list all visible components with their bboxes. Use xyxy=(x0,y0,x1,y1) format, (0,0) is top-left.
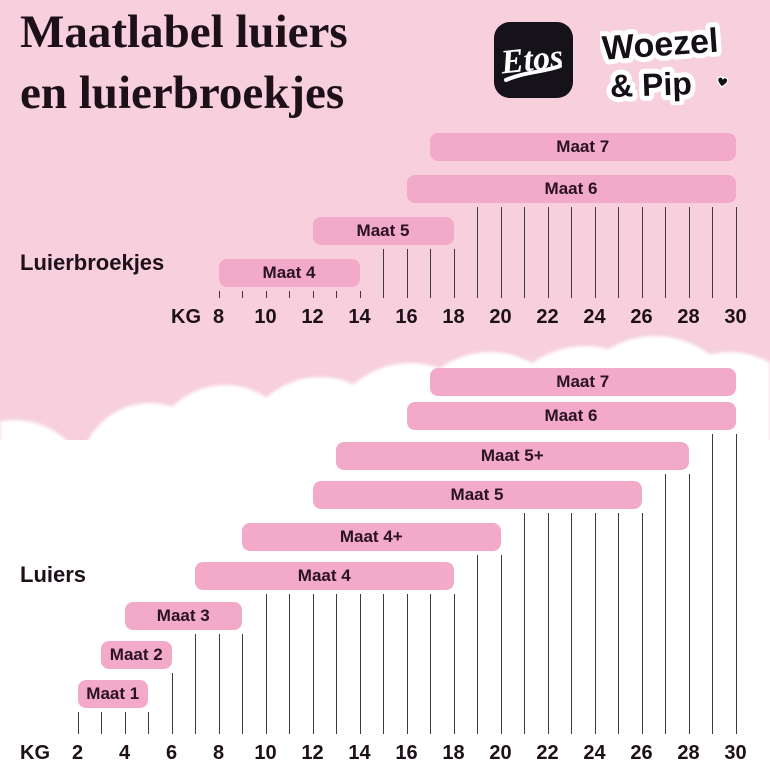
svg-text:Etos: Etos xyxy=(498,38,565,81)
svg-text:& Pip: & Pip xyxy=(609,65,692,104)
svg-text:Woezel: Woezel xyxy=(601,22,720,68)
